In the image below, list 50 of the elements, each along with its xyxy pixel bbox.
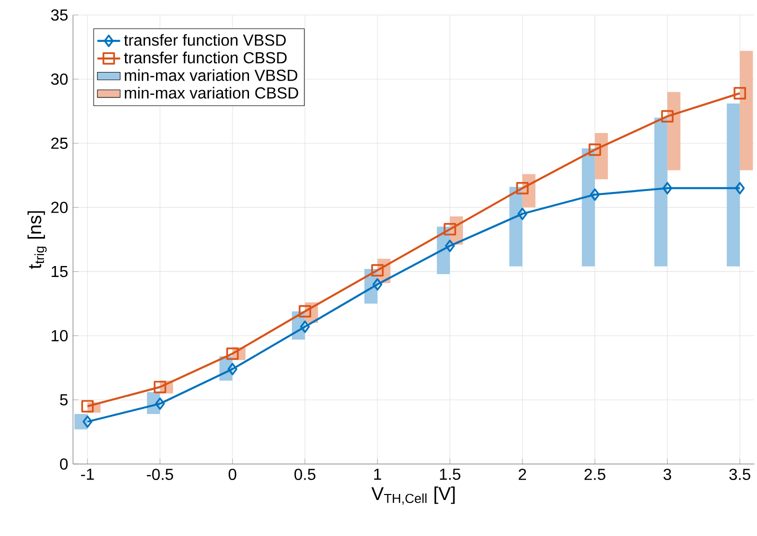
x-tick-label: 2.5 [584,468,606,480]
bar [582,148,595,266]
x-tick-label: -1 [81,468,94,480]
point [445,240,455,252]
bar [740,50,753,170]
point [81,400,94,412]
x-tick-label: 2 [518,468,526,480]
point [155,398,165,410]
bar [726,104,740,266]
y-tick-label: 20 [51,202,68,214]
y-tick-label: 15 [52,266,68,278]
legend-label: min-max variation CBSD [124,86,298,99]
x-tick-label: 1.5 [440,468,460,480]
y-tick-label: 10 [52,330,68,342]
point [588,143,602,156]
x-tick-label: -0.5 [146,468,174,480]
y-axis-title: t$_{trig}$ [ns] [28,211,47,269]
x-tick-label: 3 [664,468,672,480]
point [300,320,310,333]
x-tick-label: 0.5 [294,468,316,480]
x-tick-label: 3.5 [729,468,750,480]
legend-label: transfer function CBSD [124,52,287,64]
point [518,208,528,220]
legend-label: min-max variation VBSD [124,69,298,81]
x-axis-title: V$_{TH,Cell}$ [V] [371,486,455,505]
y-tick-label: 5 [60,394,68,406]
y-tick-label: 25 [51,138,68,149]
point [372,278,382,291]
point [154,380,166,394]
bar [654,118,668,266]
point [226,347,239,360]
point [298,305,312,318]
point [228,362,238,376]
point [734,87,746,100]
point [82,415,92,428]
bar [667,92,680,170]
x-tick-label: 0 [228,468,236,480]
legend-label: transfer function VBSD [124,34,286,46]
point [516,182,529,194]
bar [509,186,522,266]
point [444,223,456,236]
point [662,182,672,194]
y-tick-label: 35 [51,9,68,21]
point [371,264,384,276]
point [734,182,745,194]
y-tick-label: 0 [60,458,68,470]
x-tick-label: 1 [374,468,382,480]
point [661,110,674,123]
point [590,188,600,201]
y-tick-label: 30 [51,73,68,85]
